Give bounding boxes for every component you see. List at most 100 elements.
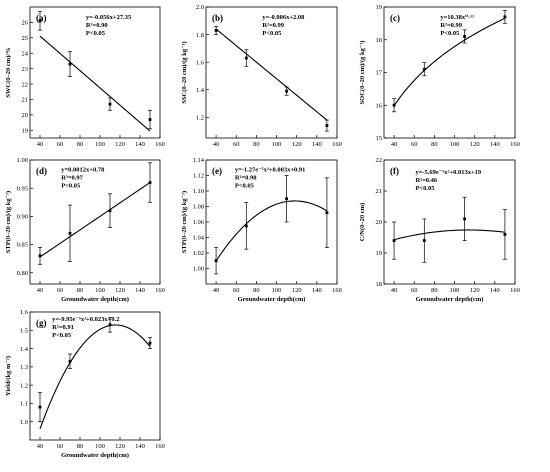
panel-label: (d)	[36, 166, 47, 176]
y-tick-label: 1.14	[193, 157, 205, 164]
y-tick-label: 1.06	[193, 219, 205, 226]
data-point	[422, 67, 426, 71]
y-axis-label: STP(0–20 cm)/(g kg⁻¹)	[5, 191, 12, 253]
x-tick-label: 80	[77, 141, 84, 148]
x-tick-label: 100	[450, 287, 460, 294]
data-point	[148, 118, 152, 121]
y-axis-label: SWC(0–20 cm)/%	[5, 47, 12, 97]
x-tick-label: 120	[470, 287, 480, 294]
y-tick-label: 2.0	[196, 4, 204, 11]
x-tick-label: 120	[115, 141, 125, 148]
data-point	[68, 231, 72, 235]
x-tick-label: 100	[272, 141, 282, 148]
x-axis-label: Groundwater depth(cm)	[61, 296, 129, 303]
data-point	[108, 323, 112, 327]
data-point	[463, 35, 467, 38]
x-tick-label: 80	[77, 443, 84, 450]
fit-curve	[215, 28, 328, 121]
x-tick-label: 160	[155, 443, 165, 450]
p-value: P<0.05	[61, 182, 81, 189]
y-tick-label: 19	[376, 250, 383, 257]
data-point	[392, 239, 396, 242]
x-tick-label: 80	[77, 287, 84, 294]
chart-panel: 40 60 80 100 120 140 160 1.0 1.1 1.2 1.3 1.4 1.5 1.6 G…	[5, 309, 165, 459]
fit-equation: y=-0.056x+27.35	[86, 14, 132, 21]
data-point	[325, 124, 329, 127]
data-point	[503, 15, 507, 19]
fit-curve	[393, 17, 506, 107]
y-tick-label: 15	[376, 135, 383, 142]
data-point	[325, 211, 329, 215]
plot-frame	[383, 159, 516, 285]
x-tick-label: 100	[95, 287, 105, 294]
data-point	[285, 89, 289, 93]
y-axis-label: SSC(0–20 cm)/(g kg⁻¹)	[181, 41, 188, 103]
x-tick-label: 40	[37, 287, 44, 294]
panel-label: (b)	[212, 13, 223, 23]
y-tick-label: 1.1	[20, 401, 28, 408]
y-tick-label: 1.6	[20, 309, 29, 316]
y-tick-label: 1.08	[193, 204, 204, 211]
y-axis-label: Yield/(kg m⁻²)	[5, 356, 12, 396]
x-tick-label: 160	[510, 287, 520, 294]
x-tick-label: 100	[95, 443, 105, 450]
y-axis-label: STP(0–20 cm)/(g kg⁻¹)	[181, 191, 188, 253]
x-tick-label: 120	[115, 443, 125, 450]
x-tick-label: 140	[135, 443, 145, 450]
y-tick-label: 19	[22, 127, 29, 134]
r-squared: R²=0.98	[235, 174, 257, 181]
y-tick-label: 19	[376, 4, 383, 11]
panel-label: (g)	[36, 318, 47, 328]
data-point	[392, 103, 396, 107]
chart-panel: 40 60 80 100 120 140 160 19 20 21 22 23 24 25 26 SWC(0–…	[5, 6, 165, 148]
data-point	[503, 233, 507, 236]
fit-equation: y=0.0012x+0.78	[61, 166, 105, 173]
x-tick-label: 60	[411, 141, 418, 148]
x-tick-label: 40	[213, 141, 220, 148]
p-value: P<0.05	[52, 332, 72, 339]
panel-label: (f)	[390, 166, 399, 176]
y-tick-label: 1.04	[193, 235, 205, 242]
p-value: P<0.05	[262, 30, 282, 37]
x-tick-label: 40	[391, 287, 398, 294]
y-tick-label: 1.00	[17, 157, 28, 164]
fit-equation: y=-9.95e⁻⁵x²+0.023x+0.2	[52, 316, 119, 323]
y-tick-label: 1.4	[20, 346, 29, 353]
fit-curve	[39, 182, 151, 258]
r-squared: R²=0.97	[61, 174, 83, 181]
data-point	[108, 209, 112, 213]
p-value: P<0.05	[86, 30, 106, 37]
data-point	[68, 359, 72, 363]
y-tick-label: 24	[22, 50, 29, 57]
y-tick-label: 1.0	[20, 419, 28, 426]
x-axis-label: Groundwater depth(cm)	[238, 296, 306, 303]
plot-frame	[29, 159, 161, 285]
y-tick-label: 21	[376, 188, 383, 195]
x-tick-label: 40	[37, 443, 44, 450]
y-tick-label: 0.95	[17, 185, 28, 192]
fit-curve	[215, 200, 328, 262]
x-tick-label: 60	[411, 287, 418, 294]
y-axis-label: C/N(0–20 cm)	[359, 203, 366, 241]
y-tick-label: 1.2	[20, 382, 28, 389]
x-tick-label: 100	[272, 287, 282, 294]
fit-equation: y=-1.27e⁻⁵x²+0.003x+0.91	[235, 166, 306, 173]
fit-curve	[393, 229, 505, 241]
x-tick-label: 100	[95, 141, 105, 148]
y-tick-label: 18	[376, 281, 383, 288]
x-tick-label: 160	[510, 141, 520, 148]
x-tick-label: 80	[431, 287, 438, 294]
x-tick-label: 140	[135, 141, 145, 148]
x-tick-label: 40	[37, 141, 44, 148]
y-tick-label: 0.80	[17, 270, 28, 277]
fit-curve	[39, 324, 151, 430]
data-point	[244, 56, 248, 60]
y-tick-label: 23	[22, 66, 29, 73]
y-tick-label: 1.3	[20, 364, 28, 371]
data-point	[244, 224, 248, 228]
data-point	[148, 341, 152, 345]
plot-frame	[29, 311, 161, 441]
chart-panel: 40 60 80 100 120 140 160 1.00 1.02 1.04 1.06 1.08 1.…	[181, 157, 342, 303]
y-tick-label: 1.4	[196, 87, 205, 94]
